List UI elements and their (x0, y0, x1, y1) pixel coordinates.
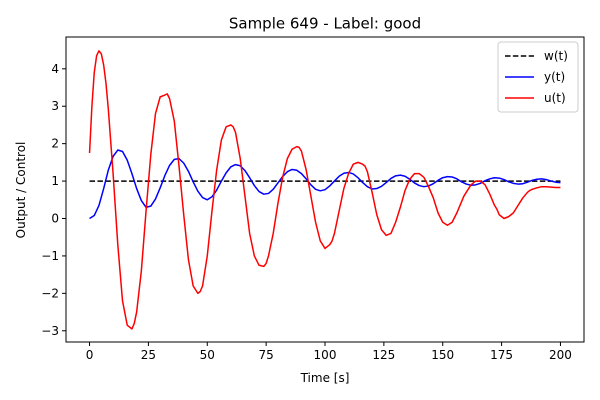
legend-label: y(t) (544, 70, 565, 84)
legend-label: w(t) (544, 49, 568, 63)
x-tick-label: 75 (258, 348, 273, 362)
y-tick-label: 3 (51, 99, 59, 113)
y-tick-label: −2 (41, 286, 59, 300)
y-tick-label: 4 (51, 62, 59, 76)
series-layer (88, 50, 561, 330)
series-line-ut (88, 50, 561, 330)
legend-label: u(t) (544, 91, 566, 105)
x-axis: 0 25 50 75 100 125 150 175 200 (86, 342, 572, 362)
y-tick-label: −1 (41, 249, 59, 263)
y-tick-label: 1 (51, 174, 59, 188)
y-tick-label: 0 (51, 212, 59, 226)
x-tick-label: 125 (372, 348, 395, 362)
series-line-yt (89, 149, 561, 220)
y-tick-label: −3 (41, 324, 59, 338)
x-tick-label: 50 (200, 348, 215, 362)
x-tick-label: 175 (490, 348, 513, 362)
x-tick-label: 200 (549, 348, 572, 362)
x-tick-label: 0 (86, 348, 94, 362)
x-tick-label: 150 (431, 348, 454, 362)
x-axis-label: Time [s] (300, 371, 350, 385)
x-tick-label: 25 (141, 348, 156, 362)
y-axis: −3 −2 −1 0 1 2 3 4 (41, 62, 66, 338)
chart-title: Sample 649 - Label: good (229, 15, 421, 33)
legend-box (497, 41, 579, 113)
y-axis-label: Output / Control (14, 142, 28, 239)
legend: w(t) y(t) u(t) (497, 41, 579, 113)
x-tick-label: 100 (314, 348, 337, 362)
y-tick-label: 2 (51, 137, 59, 151)
